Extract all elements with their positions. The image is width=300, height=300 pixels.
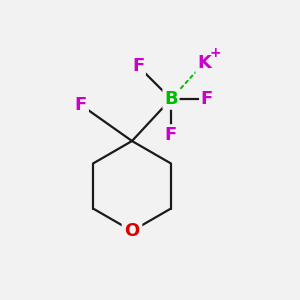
Text: F: F	[165, 126, 177, 144]
Text: K: K	[197, 54, 211, 72]
Text: F: F	[75, 96, 87, 114]
Text: O: O	[124, 222, 140, 240]
Text: F: F	[132, 57, 144, 75]
Text: F: F	[201, 90, 213, 108]
Text: +: +	[210, 46, 221, 60]
Text: B: B	[164, 90, 178, 108]
